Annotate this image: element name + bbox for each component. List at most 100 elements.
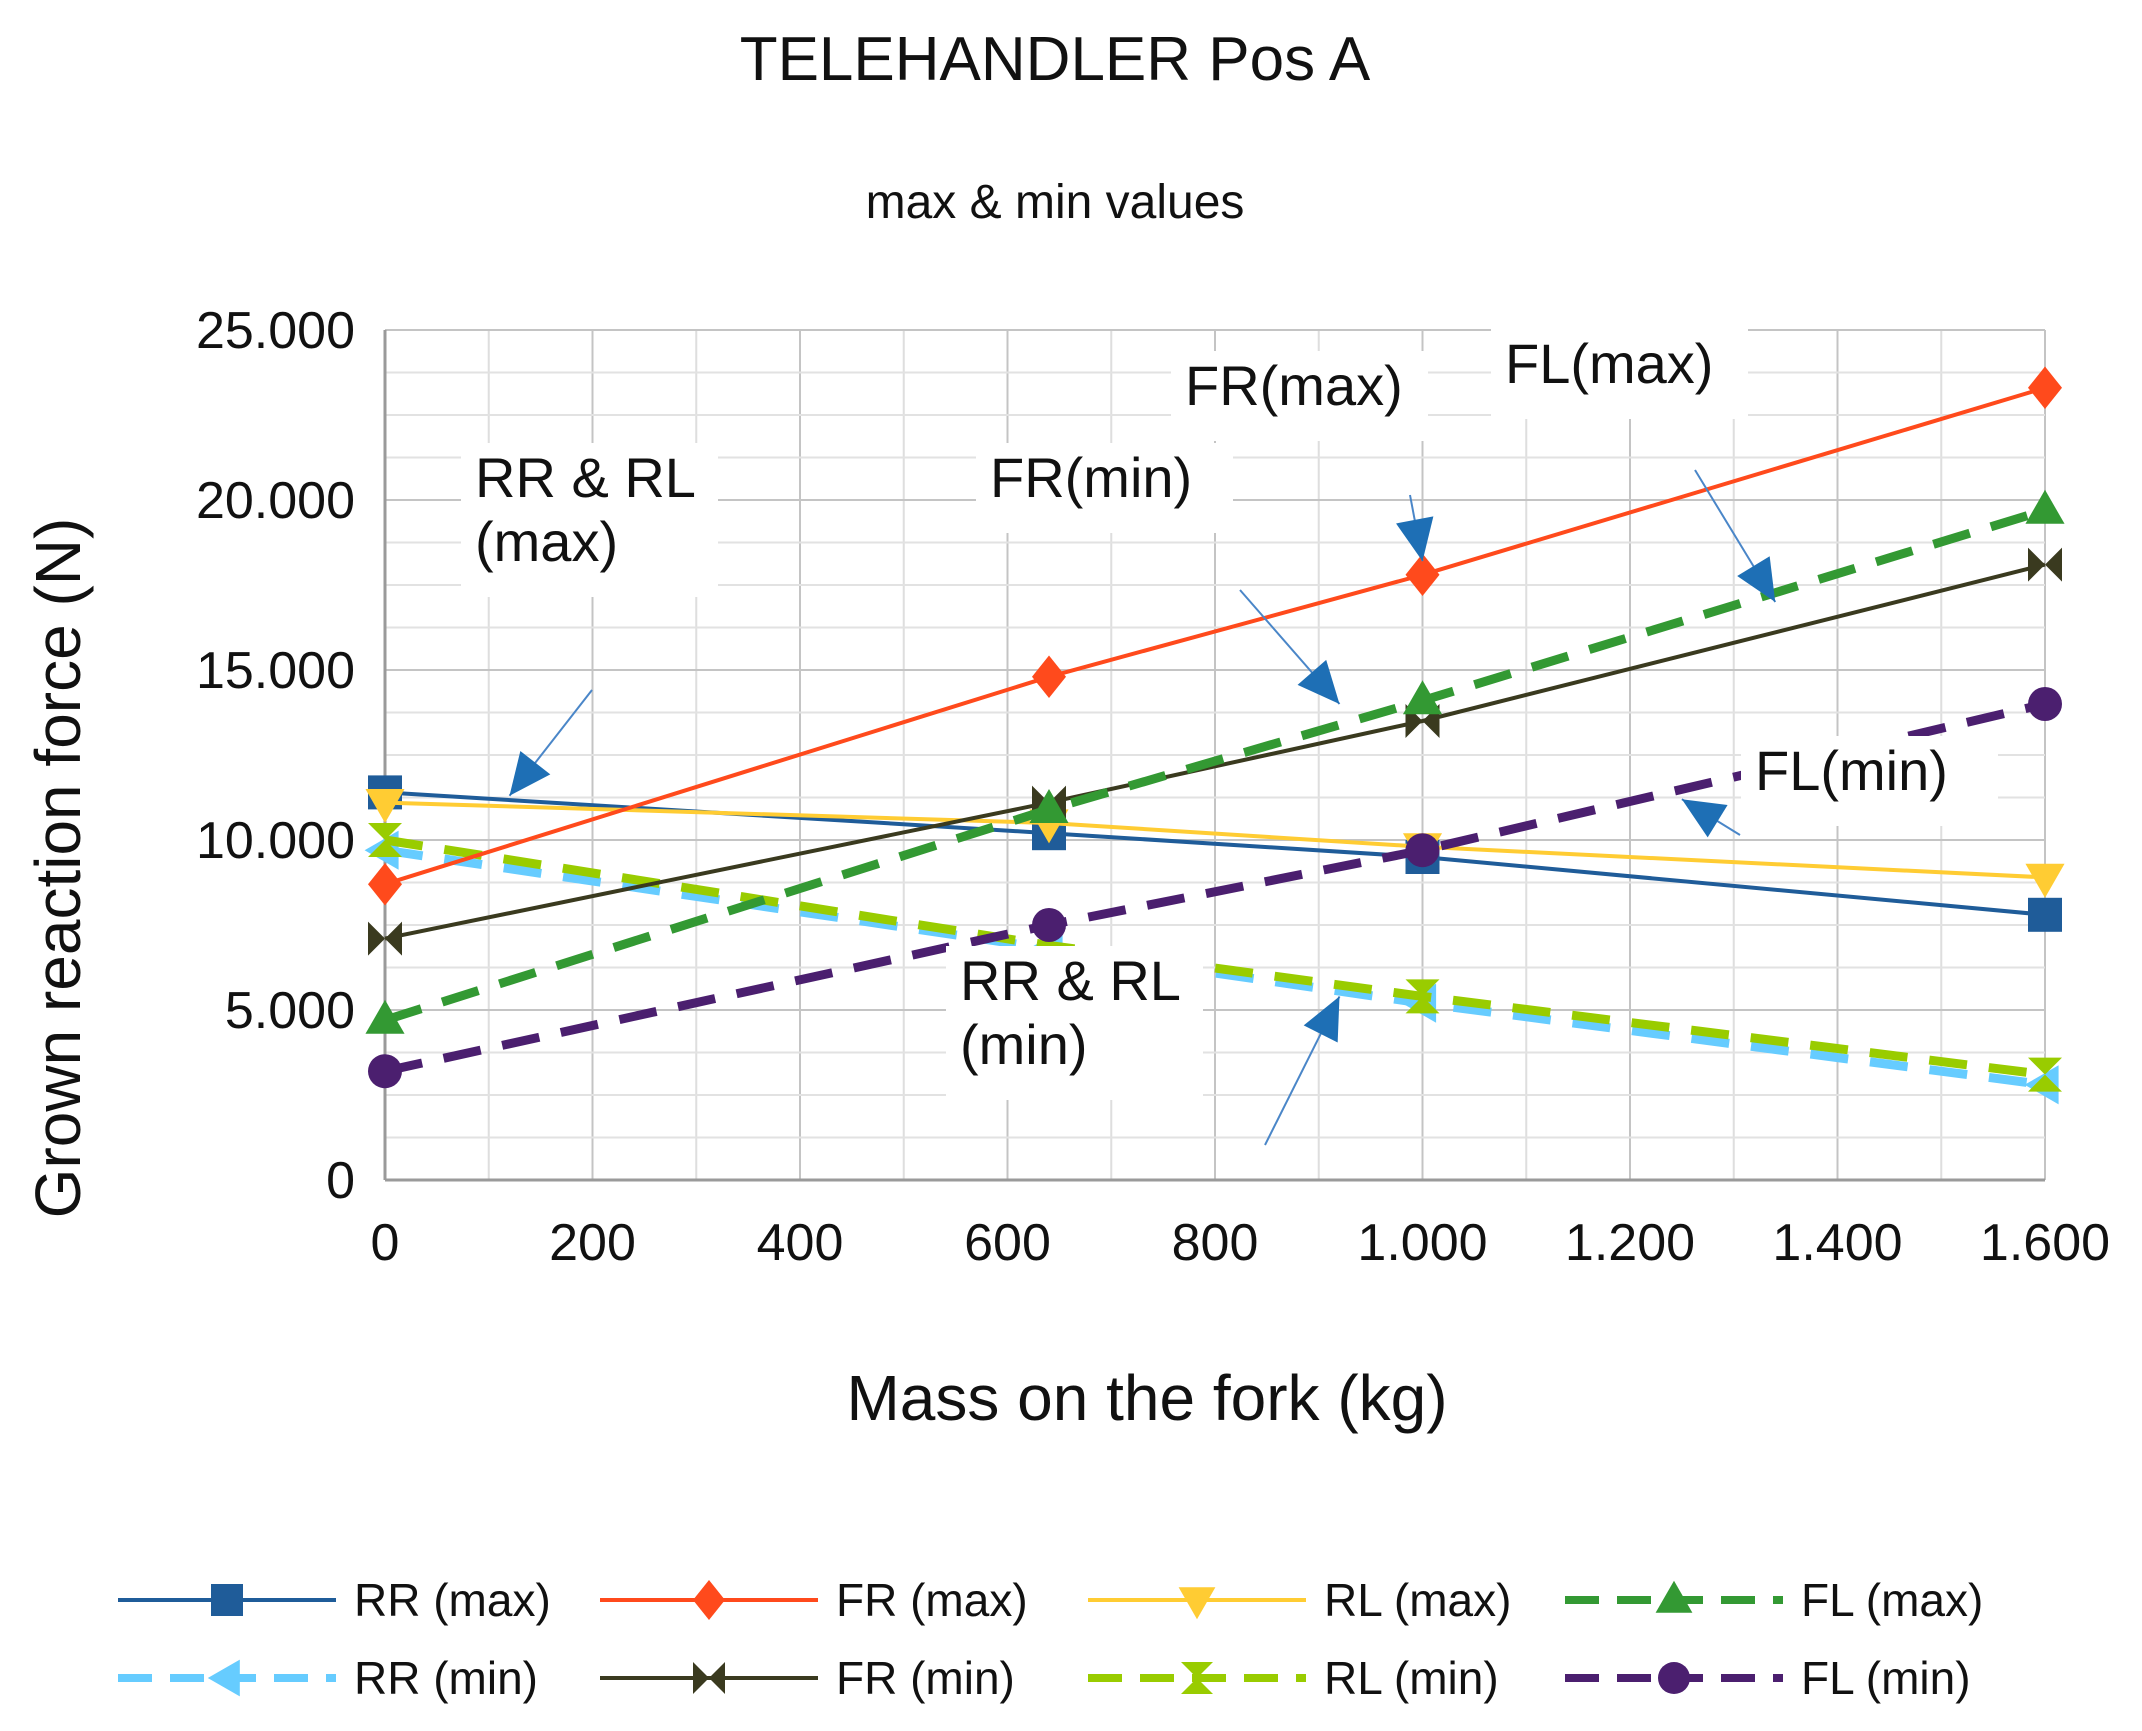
annotation-box [1491, 329, 1748, 419]
y-tick-label: 25.000 [196, 302, 355, 360]
data-point-fl-min [2028, 687, 2062, 721]
legend-item-fl-min: FL (min) [1565, 1652, 1971, 1704]
data-point-fl-max [2025, 489, 2065, 524]
legend-marker-icon [693, 1662, 725, 1694]
annotation-3: FL(max) [1491, 329, 1777, 603]
legend-label: RL (min) [1324, 1652, 1499, 1704]
legend-marker-icon [1181, 1662, 1213, 1694]
arrow-head-icon [1396, 516, 1434, 562]
legend-label: FL (max) [1801, 1574, 1983, 1626]
legend-item-fr-min: FR (min) [600, 1652, 1015, 1704]
y-tick-label: 5.000 [225, 982, 355, 1040]
x-axis-title: Mass on the fork (kg) [846, 1362, 1447, 1434]
series-line-fl-max [383, 505, 2047, 1025]
annotation-4: FR(min) [976, 443, 1341, 705]
data-point-rr-max [2028, 897, 2062, 932]
legend-label: FR (max) [836, 1574, 1028, 1626]
annotations: RR & RL(max)FR(max) FL(max)FR(min)FL(min)… [461, 329, 1998, 1146]
annotation-label: FL(min) [1755, 739, 1948, 802]
series-line-fr-max [384, 385, 2046, 887]
data-point-rl-max [2025, 863, 2065, 898]
x-tick-label: 1.600 [1980, 1214, 2110, 1272]
legend-item-rr-min: RR (min) [118, 1652, 538, 1704]
data-point-fl-max [1029, 789, 1069, 823]
data-point-rl-min [368, 823, 402, 857]
arrow-head-icon [1681, 799, 1728, 838]
legend-marker-icon [207, 1659, 240, 1697]
annotation-5: FL(min) [1681, 736, 1998, 838]
legend-item-fr-max: FR (max) [600, 1574, 1028, 1626]
legend-marker-icon [1658, 1662, 1690, 1694]
data-point-fl-max [365, 999, 405, 1034]
series-line-fr-min [384, 562, 2046, 941]
legend-item-rl-max: RL (max) [1088, 1574, 1511, 1626]
axes [383, 330, 2045, 1182]
arrow-head-icon [509, 750, 551, 796]
y-tick-label: 15.000 [196, 642, 355, 700]
annotation-1: RR & RL(max) [461, 443, 718, 797]
data-point-rl-max [365, 789, 405, 823]
series-line-rl-max [384, 800, 2046, 880]
legend-item-fl-max: FL (max) [1565, 1574, 1983, 1626]
annotation-label: (min) [960, 1013, 1088, 1076]
arrow-head-icon [1737, 556, 1776, 602]
series-line-rr-min [384, 845, 2046, 1090]
arrow-head-icon [1303, 996, 1340, 1043]
x-tick-label: 1.000 [1357, 1214, 1487, 1272]
data-point-fl-min [1032, 908, 1066, 942]
legend-marker-icon [1178, 1587, 1216, 1620]
x-tick-label: 1.200 [1565, 1214, 1695, 1272]
annotation-label: FR(max) [1185, 354, 1403, 417]
series-group [364, 366, 2065, 1105]
annotation-label: FR(min) [990, 446, 1192, 509]
annotation-box [1171, 351, 1428, 441]
y-axis-title: Grown reaction force (N) [22, 518, 94, 1219]
annotation-label: RR & RL [475, 446, 696, 509]
legend-label: FL (min) [1801, 1652, 1971, 1704]
annotation-6: RR & RL(min) [946, 946, 1341, 1146]
series-line-rl-min [384, 835, 2046, 1080]
annotation-2: FR(max) [1171, 351, 1434, 562]
data-point-fr-min [368, 921, 402, 956]
series-fr-max [368, 366, 2062, 906]
legend: RR (max) FR (max) RL (max) FL (max) RR (min)… [118, 1574, 1983, 1704]
legend-label: RR (min) [354, 1652, 538, 1704]
x-tick-label: 800 [1172, 1214, 1259, 1272]
legend-label: RL (max) [1324, 1574, 1511, 1626]
annotation-label: FL(max) [1505, 332, 1713, 395]
data-point-fl-max [1402, 680, 1443, 715]
data-point-rl-min [1405, 979, 1440, 1014]
legend-item-rr-max: RR (max) [118, 1574, 551, 1626]
chart-title: TELEHANDLER Pos A [740, 25, 1371, 94]
legend-marker-icon [1655, 1580, 1693, 1613]
chart-subtitle: max & min values [866, 176, 1245, 229]
legend-label: FR (min) [836, 1652, 1015, 1704]
y-tick-label: 10.000 [196, 812, 355, 870]
series-fl-min [368, 687, 2062, 1089]
data-point-fl-min [1405, 833, 1440, 868]
data-point-fl-min [368, 1054, 402, 1089]
x-tick-label: 600 [964, 1214, 1051, 1272]
tick-labels: 0 200 400 600 800 1.000 1.200 1.400 1.600 0 5.000 1… [196, 302, 2110, 1272]
x-tick-label: 200 [549, 1214, 636, 1272]
data-point-fr-max [1405, 553, 1440, 597]
legend-label: RR (max) [354, 1574, 551, 1626]
data-point-fr-max [368, 862, 402, 906]
annotation-label: (max) [475, 510, 618, 573]
data-point-fr-max [2028, 366, 2062, 410]
series-fl-max [365, 489, 2065, 1034]
arrow-head-icon [1297, 659, 1340, 704]
legend-marker-icon [693, 1580, 725, 1620]
series-line-fl-min [384, 699, 2047, 1076]
annotation-label: RR & RL [960, 949, 1181, 1012]
annotation-box [461, 443, 718, 597]
legend-marker-icon [211, 1584, 243, 1616]
x-tick-label: 400 [757, 1214, 844, 1272]
annotation-box [976, 443, 1233, 533]
data-point-fr-min [2028, 547, 2062, 582]
data-point-rl-min [2028, 1057, 2062, 1092]
data-point-fr-max [1032, 655, 1066, 699]
x-tick-label: 1.400 [1772, 1214, 1902, 1272]
y-tick-label: 0 [326, 1152, 355, 1210]
